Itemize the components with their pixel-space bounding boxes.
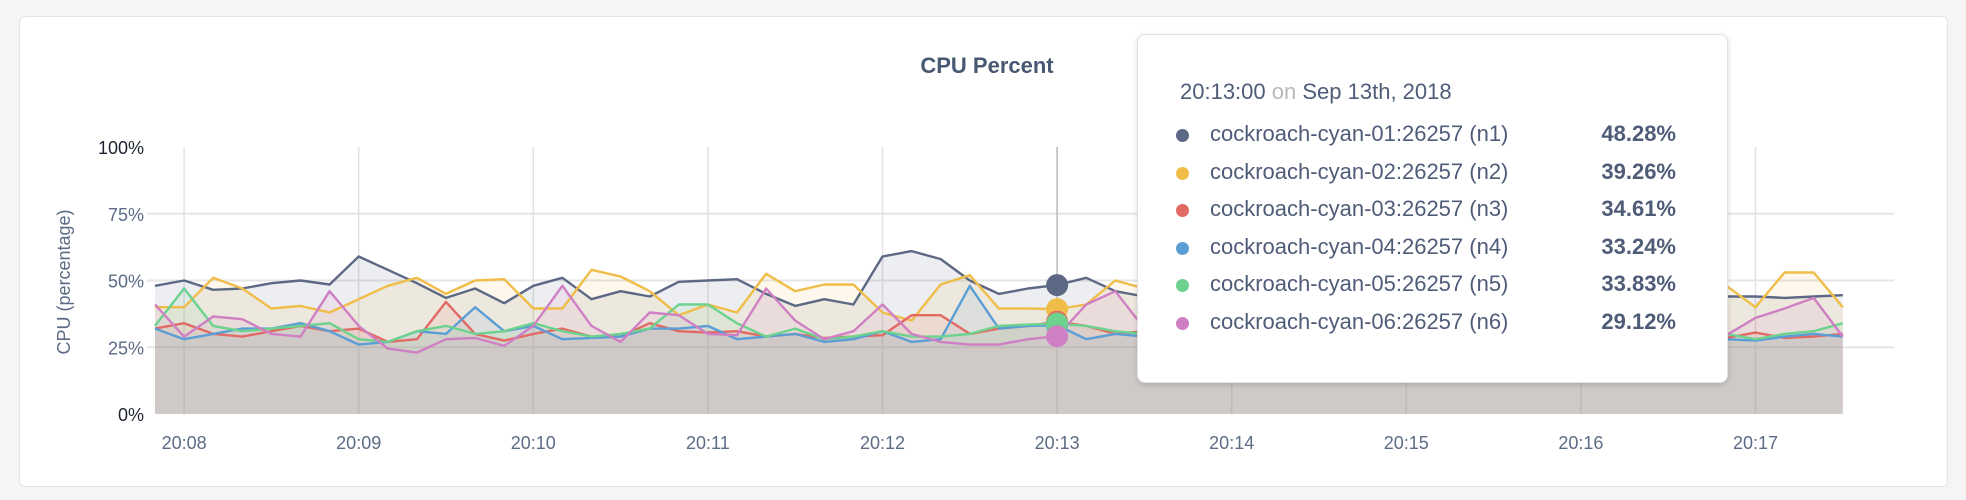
series-color-dot-icon [1176, 316, 1189, 330]
series-color-dot-icon [1176, 166, 1189, 180]
y-tick-label: 0% [118, 405, 144, 425]
series-area [155, 301, 1843, 414]
series-color-dot-icon [1176, 129, 1189, 142]
tooltip-series-value: 33.24% [1601, 233, 1676, 259]
tooltip-row: cockroach-cyan-02:26257 (n2) 39.26% [1176, 159, 1676, 189]
y-axis-ticks: 0% 25% 50% 75% 100% [98, 138, 144, 425]
y-axis-label: CPU (percentage) [54, 209, 74, 354]
series-color-dot-icon [1176, 241, 1189, 255]
hover-tooltip: 20:13:00 on Sep 13th, 2018 cockroach-cya… [1137, 34, 1728, 383]
y-tick-label: 75% [108, 205, 144, 225]
series-color-dot-icon [1176, 279, 1189, 292]
tooltip-series-name: cockroach-cyan-04:26257 (n4) [1210, 233, 1509, 259]
tooltip-series-value: 34.61% [1601, 196, 1676, 221]
tooltip-row: cockroach-cyan-01:26257 (n1) 48.28% [1176, 121, 1676, 151]
tooltip-series-name: cockroach-cyan-02:26257 (n2) [1210, 158, 1509, 184]
x-tick-label: 20:15 [1384, 433, 1429, 453]
chart-title: CPU Percent [920, 53, 1054, 78]
x-tick-label: 20:11 [686, 433, 730, 453]
tooltip-series-name: cockroach-cyan-03:26257 (n3) [1210, 196, 1509, 221]
tooltip-series-name: cockroach-cyan-06:26257 (n6) [1210, 308, 1509, 334]
tooltip-row: cockroach-cyan-05:26257 (n5) 33.83% [1176, 271, 1676, 301]
x-tick-label: 20:08 [162, 433, 207, 453]
x-axis-ticks: 20:08 20:09 20:10 20:11 20:12 20:13 20:14 20:15… [162, 433, 1778, 453]
x-tick-label: 20:16 [1558, 433, 1603, 453]
tooltip-series-value: 48.28% [1601, 121, 1676, 146]
tooltip-time: 20:13:00 [1180, 79, 1266, 104]
x-tick-label: 20:14 [1209, 433, 1254, 453]
x-tick-label: 20:09 [336, 433, 381, 453]
hover-point [1046, 325, 1069, 348]
y-tick-label: 100% [98, 138, 144, 158]
tooltip-series-value: 39.26% [1601, 158, 1676, 184]
tooltip-series-value: 29.12% [1601, 308, 1676, 334]
tooltip-series-value: 33.83% [1601, 271, 1676, 296]
tooltip-row: cockroach-cyan-03:26257 (n3) 34.61% [1176, 196, 1676, 226]
hover-point [1046, 274, 1069, 297]
tooltip-row: cockroach-cyan-04:26257 (n4) 33.24% [1176, 234, 1676, 264]
x-tick-label: 20:13 [1035, 433, 1080, 453]
tooltip-on: on [1271, 79, 1297, 104]
x-tick-label: 20:10 [511, 433, 556, 453]
tooltip-series-name: cockroach-cyan-01:26257 (n1) [1210, 121, 1509, 146]
hover-markers [1046, 147, 1069, 414]
tooltip-header: 20:13:00 on Sep 13th, 2018 [1180, 79, 1452, 105]
tooltip-date: Sep 13th, 2018 [1302, 79, 1452, 104]
y-tick-label: 25% [108, 338, 144, 358]
x-tick-label: 20:17 [1733, 433, 1778, 453]
tooltip-row: cockroach-cyan-06:26257 (n6) 29.12% [1176, 309, 1676, 339]
series-color-dot-icon [1176, 204, 1189, 217]
x-tick-label: 20:12 [860, 433, 905, 453]
y-tick-label: 50% [108, 272, 144, 292]
tooltip-series-name: cockroach-cyan-05:26257 (n5) [1210, 271, 1509, 296]
